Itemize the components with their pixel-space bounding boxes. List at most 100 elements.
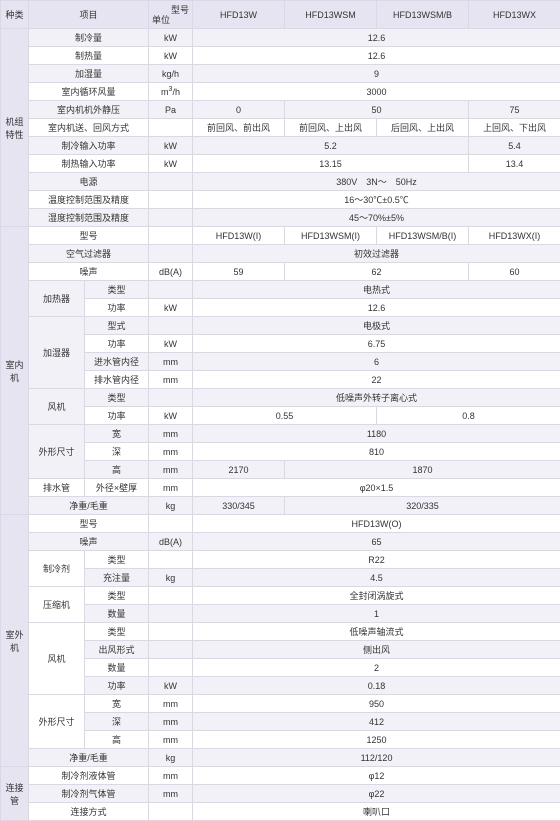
outdoor-h-label: 高 xyxy=(85,731,149,749)
esp-v1: 0 xyxy=(193,101,285,119)
gas-val: φ22 xyxy=(193,785,560,803)
indoor-w-val: 1180 xyxy=(193,425,560,443)
liquid-label: 制冷剂液体管 xyxy=(29,767,149,785)
indoor-d-label: 深 xyxy=(85,443,149,461)
liquid-val: φ12 xyxy=(193,767,560,785)
indoor-weight-v1: 330/345 xyxy=(193,497,285,515)
refrig-type-val: R22 xyxy=(193,551,560,569)
section-indoor: 室内机 xyxy=(1,227,29,515)
heat-input-v2: 13.4 xyxy=(469,155,560,173)
comp-type-unit xyxy=(149,587,193,605)
gas-unit: mm xyxy=(149,785,193,803)
heater-power-label: 功率 xyxy=(85,299,149,317)
liquid-unit: mm xyxy=(149,767,193,785)
outdoor-fan-power-unit: kW xyxy=(149,677,193,695)
esp-v2: 50 xyxy=(285,101,469,119)
heater-type-label: 类型 xyxy=(85,281,149,299)
outdoor-d-label: 深 xyxy=(85,713,149,731)
indoor-weight-v2: 320/335 xyxy=(285,497,560,515)
indoor-model-v2: HFD13WSM(I) xyxy=(285,227,377,245)
heat-input-v1: 13.15 xyxy=(193,155,469,173)
indoor-d-unit: mm xyxy=(149,443,193,461)
indoor-fan-type-label: 类型 xyxy=(85,389,149,407)
filter-label: 空气过滤器 xyxy=(29,245,149,263)
indoor-noise-v1: 59 xyxy=(193,263,285,281)
indoor-fan-type-unit xyxy=(149,389,193,407)
heater-power-val: 12.6 xyxy=(193,299,560,317)
section-conn: 连接管 xyxy=(1,767,29,821)
hdr-model-1: HFD13WSM xyxy=(285,1,377,29)
air-method-v1: 前回风、前出风 xyxy=(193,119,285,137)
esp-v3: 75 xyxy=(469,101,560,119)
hdr-model-3: HFD13WX xyxy=(469,1,560,29)
heater-type-unit xyxy=(149,281,193,299)
drain-label: 外径×壁厚 xyxy=(85,479,149,497)
humid-power-unit: kW xyxy=(149,335,193,353)
cool-input-v1: 5.2 xyxy=(193,137,469,155)
temp-range-val: 16～30℃±0.5℃ xyxy=(193,191,560,209)
cooling-cap-val: 12.6 xyxy=(193,29,560,47)
comp-type-label: 类型 xyxy=(85,587,149,605)
filter-val: 初效过滤器 xyxy=(193,245,560,263)
outdoor-fan-qty-val: 2 xyxy=(193,659,560,677)
indoor-d-val: 810 xyxy=(193,443,560,461)
power-val: 380V 3N～ 50Hz xyxy=(193,173,560,191)
outdoor-weight-label: 净重/毛重 xyxy=(29,749,149,767)
outdoor-dims-group: 外形尺寸 xyxy=(29,695,85,749)
refrig-charge-unit: kg xyxy=(149,569,193,587)
cooling-cap-label: 制冷量 xyxy=(29,29,149,47)
indoor-h-v2: 1870 xyxy=(285,461,560,479)
refrig-group: 制冷剂 xyxy=(29,551,85,587)
drain-unit: mm xyxy=(149,479,193,497)
section-outdoor: 室外机 xyxy=(1,515,29,767)
drain-group: 排水管 xyxy=(29,479,85,497)
temp-range-unit xyxy=(149,191,193,209)
cool-input-label: 制冷输入功率 xyxy=(29,137,149,155)
humid-power-val: 6.75 xyxy=(193,335,560,353)
humid-range-val: 45～70%±5% xyxy=(193,209,560,227)
indoor-dims-group: 外形尺寸 xyxy=(29,425,85,479)
comp-qty-unit xyxy=(149,605,193,623)
comp-type-val: 全封闭涡旋式 xyxy=(193,587,560,605)
indoor-h-unit: mm xyxy=(149,461,193,479)
indoor-h-label: 高 xyxy=(85,461,149,479)
humid-val: 9 xyxy=(193,65,560,83)
airflow-val: 3000 xyxy=(193,83,560,101)
humid-type-unit xyxy=(149,317,193,335)
outdoor-weight-val: 112/120 xyxy=(193,749,560,767)
outdoor-model-label: 型号 xyxy=(29,515,149,533)
outdoor-fan-group: 风机 xyxy=(29,623,85,695)
humid-inlet-label: 进水管内径 xyxy=(85,353,149,371)
refrig-type-unit xyxy=(149,551,193,569)
indoor-fan-group: 风机 xyxy=(29,389,85,425)
humid-power-label: 功率 xyxy=(85,335,149,353)
outdoor-fan-type-val: 低噪声轴流式 xyxy=(193,623,560,641)
humidifier-group: 加湿器 xyxy=(29,317,85,389)
indoor-fan-power-unit: kW xyxy=(149,407,193,425)
indoor-h-v1: 2170 xyxy=(193,461,285,479)
power-label: 电源 xyxy=(29,173,149,191)
comp-qty-val: 1 xyxy=(193,605,560,623)
hdr-unit: 型号单位 xyxy=(149,1,193,29)
outdoor-w-val: 950 xyxy=(193,695,560,713)
humid-range-unit xyxy=(149,209,193,227)
outdoor-weight-unit: kg xyxy=(149,749,193,767)
outdoor-fan-power-val: 0.18 xyxy=(193,677,560,695)
outdoor-noise-label: 噪声 xyxy=(29,533,149,551)
cool-input-v2: 5.4 xyxy=(469,137,560,155)
heater-type-val: 电热式 xyxy=(193,281,560,299)
comp-group: 压缩机 xyxy=(29,587,85,623)
outdoor-fan-dir-unit xyxy=(149,641,193,659)
temp-range-label: 温度控制范围及精度 xyxy=(29,191,149,209)
method-val: 喇叭口 xyxy=(193,803,560,821)
indoor-w-unit: mm xyxy=(149,425,193,443)
outdoor-h-unit: mm xyxy=(149,731,193,749)
indoor-model-v1: HFD13W(I) xyxy=(193,227,285,245)
section-unit-char: 机组特性 xyxy=(1,29,29,227)
refrig-charge-val: 4.5 xyxy=(193,569,560,587)
outdoor-d-val: 412 xyxy=(193,713,560,731)
indoor-noise-v2: 62 xyxy=(285,263,469,281)
outdoor-fan-type-label: 类型 xyxy=(85,623,149,641)
method-unit xyxy=(149,803,193,821)
spec-table: 种类 项目 型号单位 HFD13W HFD13WSM HFD13WSM/B HF… xyxy=(0,0,560,821)
